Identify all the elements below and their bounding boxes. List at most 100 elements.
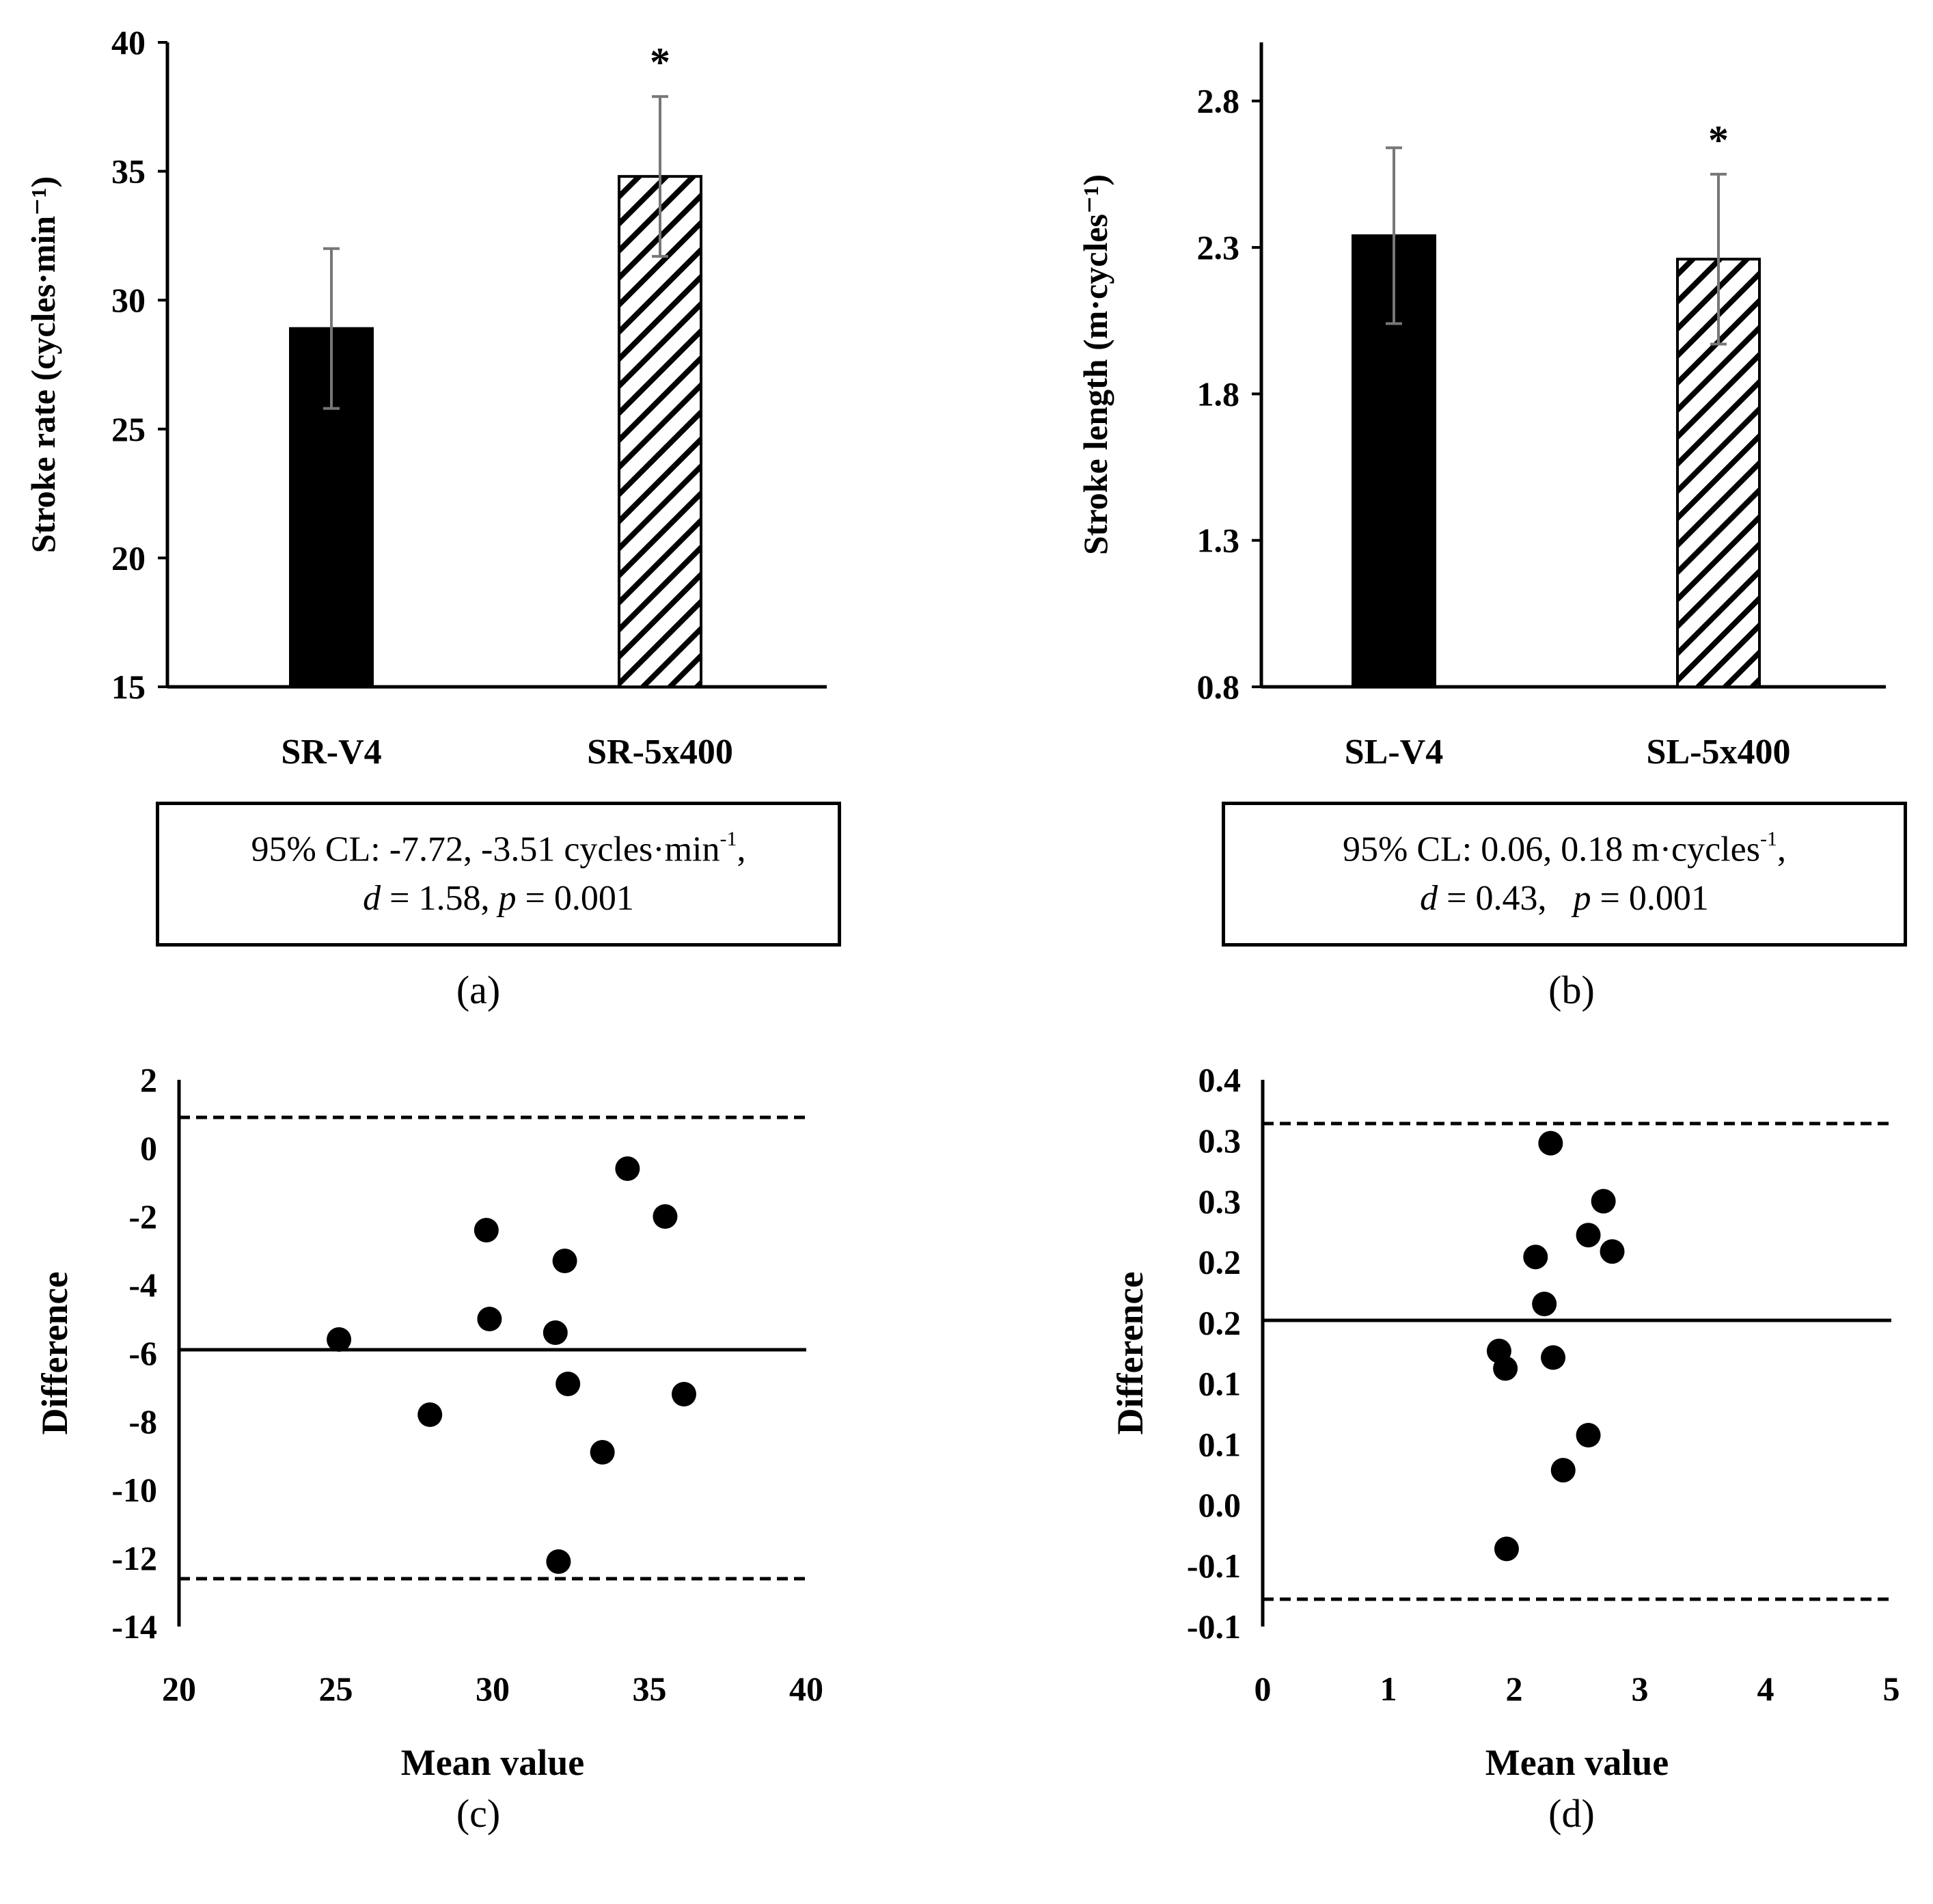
stats-p-value-a: = 0.001 <box>516 879 634 919</box>
data-point <box>552 1249 577 1273</box>
x-tick-label: 2 <box>1506 1670 1523 1708</box>
stats-p-label-a: p <box>498 879 517 919</box>
x-tick-label: 30 <box>476 1670 510 1708</box>
data-point <box>615 1156 640 1181</box>
stats-box-b: 95% CL: 0.06, 0.18 m·cycles-1, d = 0.43,… <box>1222 802 1907 947</box>
category-label: SR-V4 <box>281 733 381 772</box>
y-tick-label: -4 <box>128 1266 157 1304</box>
y-tick-label: 0.2 <box>1198 1304 1242 1342</box>
category-label: SL-V4 <box>1345 733 1443 772</box>
stats-box-a: 95% CL: -7.72, -3.51 cycles·min-1, d = 1… <box>156 802 841 947</box>
x-tick-label: 20 <box>162 1670 196 1708</box>
y-tick-label: 1.3 <box>1197 521 1240 560</box>
stats-p-value-b: = 0.001 <box>1591 879 1709 919</box>
panel-d-chart: 0.4 0.3 0.3 0.2 0.2 0.1 0.1 0.0 -0.1 -0.1 0 1 2 3 4 5 Me… <box>1110 1061 1900 1783</box>
x-tick-label: 3 <box>1632 1670 1649 1708</box>
x-tick-label: 5 <box>1883 1670 1900 1708</box>
data-point <box>1576 1223 1601 1248</box>
y-tick-label: -10 <box>111 1471 157 1509</box>
y-axis-label: Difference <box>1110 1272 1151 1435</box>
y-tick-label: 0 <box>140 1129 157 1167</box>
stats-line-2-a: d = 1.58, p = 0.001 <box>159 874 838 923</box>
y-tick-label: 0.4 <box>1198 1061 1242 1099</box>
x-tick-label: 0 <box>1255 1670 1272 1708</box>
data-point <box>1493 1356 1518 1381</box>
y-tick-label: 15 <box>111 668 146 706</box>
data-point <box>1600 1239 1625 1264</box>
x-tick-label: 25 <box>319 1670 353 1708</box>
stats-ci-a: 95% CL: -7.72, -3.51 cycles·min <box>251 830 720 869</box>
y-tick-label: 40 <box>111 23 146 62</box>
stats-ci-sup-b: -1 <box>1759 828 1777 850</box>
stats-line-1-b: 95% CL: 0.06, 0.18 m·cycles-1, <box>1225 817 1904 874</box>
data-point <box>1541 1345 1566 1370</box>
stats-p-label-b: p <box>1573 879 1591 919</box>
data-point <box>1494 1536 1519 1562</box>
x-tick-label: 1 <box>1380 1670 1397 1708</box>
stats-line-1-a: 95% CL: -7.72, -3.51 cycles·min-1, <box>159 817 838 874</box>
panel-label-d: (d) <box>1548 1791 1595 1836</box>
stats-ci-b: 95% CL: 0.06, 0.18 m·cycles <box>1343 830 1760 869</box>
y-tick-label: 0.0 <box>1198 1486 1242 1524</box>
stats-line-2-b: d = 0.43, p = 0.001 <box>1225 874 1904 923</box>
y-tick-label: 35 <box>111 152 146 191</box>
stats-ci-tail-a: , <box>737 830 746 869</box>
stats-ci-sup-a: -1 <box>719 828 737 850</box>
y-tick-label: 0.1 <box>1198 1364 1242 1402</box>
data-point <box>477 1307 502 1331</box>
x-axis-label: Mean value <box>1485 1742 1669 1783</box>
y-tick-label: -6 <box>128 1334 157 1372</box>
y-tick-label: 20 <box>111 539 146 577</box>
data-point <box>1523 1245 1548 1270</box>
y-axis-label: Stroke rate (cycles·min⁻¹) <box>24 176 62 553</box>
data-point <box>546 1549 571 1574</box>
category-label: SR-5x400 <box>587 733 733 772</box>
data-point <box>653 1204 678 1229</box>
significance-marker: * <box>1708 118 1729 163</box>
stats-d-value-a: = 1.58, <box>381 879 499 919</box>
x-tick-label: 40 <box>789 1670 823 1708</box>
stats-d-label-a: d <box>363 879 381 919</box>
data-point <box>1576 1423 1601 1447</box>
x-tick-label: 35 <box>633 1670 667 1708</box>
y-tick-label: 30 <box>111 281 146 319</box>
data-point <box>556 1372 581 1396</box>
x-axis-label: Mean value <box>401 1742 584 1783</box>
data-point <box>671 1382 696 1406</box>
data-point <box>1550 1458 1576 1483</box>
stats-ci-tail-b: , <box>1777 830 1786 869</box>
panel-label-b: (b) <box>1548 968 1595 1012</box>
y-tick-label: -0.1 <box>1187 1607 1241 1646</box>
data-point <box>1591 1188 1616 1214</box>
y-tick-label: 0.8 <box>1197 668 1240 706</box>
y-tick-label: 0.3 <box>1198 1182 1242 1221</box>
y-tick-label: 2 <box>140 1061 157 1099</box>
y-tick-label: 2.3 <box>1197 228 1240 267</box>
data-point <box>327 1327 352 1352</box>
y-tick-label: 1.8 <box>1197 375 1240 413</box>
panel-a-chart: 15 20 25 30 35 40 Stroke rate (cycles·min⁻¹) SR… <box>24 23 827 772</box>
data-point <box>590 1440 615 1465</box>
y-tick-label: -14 <box>111 1607 157 1646</box>
data-point <box>417 1402 443 1427</box>
y-tick-label: -2 <box>128 1197 157 1236</box>
y-tick-label: -0.1 <box>1187 1547 1241 1585</box>
y-axis-label: Difference <box>34 1272 75 1435</box>
significance-marker: * <box>650 40 670 85</box>
y-tick-label: 25 <box>111 410 146 448</box>
stats-d-label-b: d <box>1420 879 1438 919</box>
data-point <box>543 1320 568 1345</box>
panel-label-a: (a) <box>456 968 501 1012</box>
data-point <box>1532 1292 1557 1316</box>
bar-sr-5x400 <box>618 175 702 689</box>
panel-label-c: (c) <box>456 1791 501 1836</box>
data-point <box>1538 1130 1563 1156</box>
y-tick-label: 2.8 <box>1197 82 1240 120</box>
data-point <box>474 1218 499 1242</box>
y-tick-label: -8 <box>128 1402 157 1441</box>
y-tick-label: 0.2 <box>1198 1243 1242 1281</box>
category-label: SL-5x400 <box>1647 733 1791 772</box>
stats-d-value-b: = 0.43, <box>1438 879 1574 919</box>
